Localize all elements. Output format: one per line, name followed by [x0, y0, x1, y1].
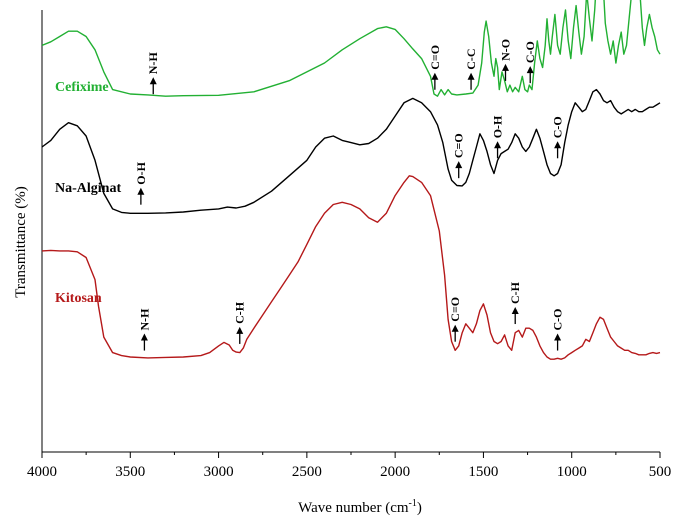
annotation-n-h: N-H [137, 308, 151, 351]
annotation-arrow-head [236, 326, 244, 334]
x-tick-label: 2000 [380, 464, 410, 480]
annotation-arrow-head [149, 77, 157, 85]
annotation-c-h: C-H [233, 301, 247, 344]
annotation-label: C-O [551, 309, 565, 331]
annotation-label: C-C [464, 48, 478, 69]
x-axis: 4000 3500 3000 2500 2000 1500 1000 500 [27, 452, 671, 480]
annotation-label: C=O [452, 133, 466, 158]
annotation-c-o: C-O [523, 41, 537, 84]
x-tick-label: 500 [649, 464, 672, 480]
annotation-arrow-head [502, 63, 509, 71]
x-tick-label: 1000 [557, 464, 587, 480]
annotation-arrow-head [554, 333, 562, 341]
annotations: N-H C=O C-C N-O C-O O-H C=O O-H C-O N-H C-H C=O C-H C… [134, 39, 565, 351]
x-tick-label: 2500 [292, 464, 322, 480]
series-label-na-alginat: Na-Alginat [55, 181, 121, 196]
x-tick-label: 3500 [115, 464, 145, 480]
annotation-arrow-head [451, 324, 459, 332]
series-layer [41, 0, 661, 360]
annotation-c-o: C-O [551, 309, 565, 351]
annotation-label: C-H [233, 301, 247, 324]
series-line-cefixime [41, 0, 661, 97]
annotation-o-h: O-H [134, 161, 148, 205]
series-label-kitosan: Kitosan [55, 291, 102, 306]
annotation-label: N-O [499, 39, 513, 61]
annotation-n-h: N-H [146, 52, 160, 95]
annotation-label: C-H [508, 281, 522, 304]
annotation-arrow-head [494, 141, 502, 149]
annotation-c-o: C=O [452, 133, 466, 179]
annotation-c-c: C-C [464, 48, 478, 90]
annotation-arrow-head [137, 187, 145, 195]
annotation-arrow-head [431, 72, 439, 80]
series-labels: Cefixime Na-Alginat Kitosan [55, 80, 121, 306]
annotation-arrow-head [511, 307, 519, 315]
x-tick-label: 1500 [468, 464, 498, 480]
series-line-na-alginat [41, 88, 661, 214]
annotation-label: C=O [448, 297, 462, 322]
annotation-label: N-H [146, 52, 160, 75]
x-tick-label: 4000 [27, 464, 57, 480]
series-line-kitosan [41, 175, 661, 360]
annotation-arrow-head [467, 72, 475, 80]
annotation-c-o: C=O [448, 297, 462, 342]
annotation-c-h: C-H [508, 281, 522, 325]
annotation-arrow-head [554, 141, 562, 149]
annotation-n-o: N-O [499, 39, 513, 81]
annotation-label: N-H [137, 308, 151, 331]
annotation-arrow-head [140, 333, 148, 341]
annotation-arrow-head [526, 66, 534, 74]
x-tick-label: 3000 [204, 464, 234, 480]
annotation-c-o: C=O [428, 45, 442, 90]
y-axis-title: Transmittance (%) [13, 186, 29, 298]
annotation-c-o: C-O [551, 116, 565, 159]
x-axis-title: Wave number (cm-1) [298, 498, 422, 516]
annotation-label: C-O [523, 41, 537, 63]
annotation-arrow-head [455, 161, 463, 169]
annotation-o-h: O-H [491, 115, 505, 159]
annotation-label: O-H [134, 161, 148, 184]
annotation-label: O-H [491, 115, 505, 138]
series-label-cefixime: Cefixime [55, 80, 109, 95]
annotation-label: C-O [551, 116, 565, 138]
annotation-label: C=O [428, 45, 442, 70]
plot-frame [41, 10, 660, 453]
